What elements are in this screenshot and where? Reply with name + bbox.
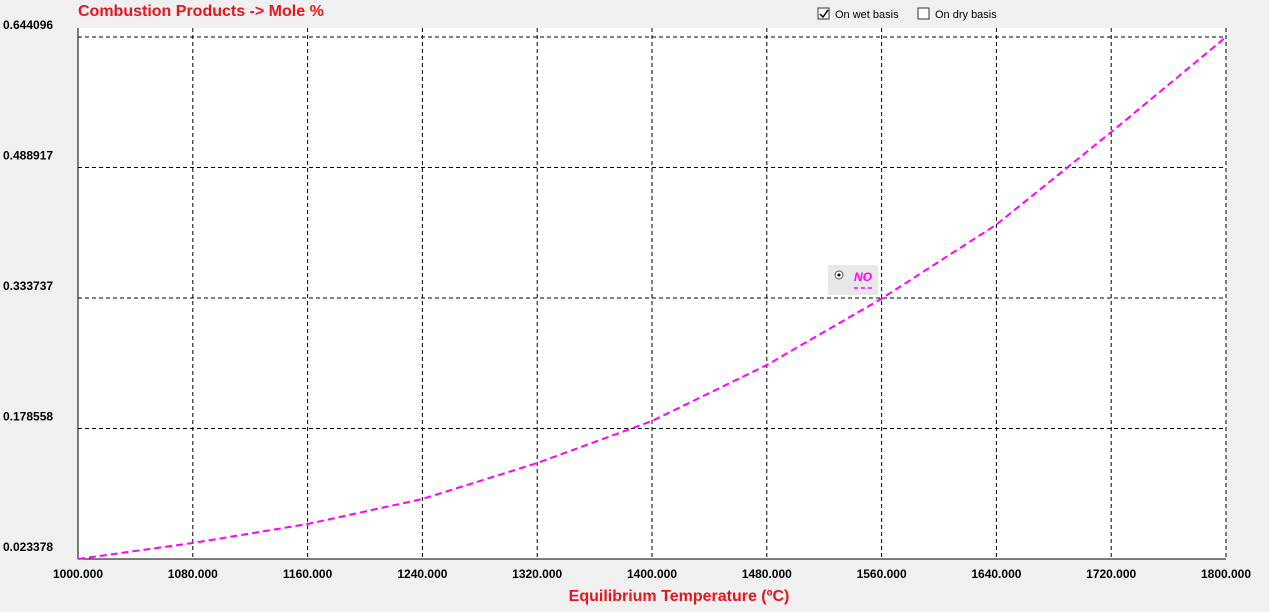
y-tick-label: 0.023378	[3, 540, 53, 554]
data-line	[77, 36, 1227, 560]
x-axis-label: Equilibrium Temperature (ºC)	[569, 588, 790, 605]
legend-radio-dot	[837, 273, 841, 277]
checkbox-label[interactable]: On dry basis	[935, 9, 997, 21]
x-tick-label: 1640.000	[971, 567, 1021, 581]
x-tick-label: 1560.000	[857, 567, 907, 581]
x-tick-label: 1160.000	[283, 567, 333, 581]
x-tick-label: 1480.000	[742, 567, 792, 581]
x-tick-label: 1000.000	[53, 567, 103, 581]
x-tick-label: 1320.000	[512, 567, 562, 581]
checkbox[interactable]	[817, 7, 830, 20]
y-tick-label: 0.333737	[3, 279, 53, 293]
chart-title: Combustion Products -> Mole %	[78, 3, 324, 20]
y-tick-label: 0.488917	[3, 149, 53, 163]
y-tick-label: 0.178558	[3, 410, 53, 424]
legend-label[interactable]: NO	[854, 270, 873, 284]
checkbox-label[interactable]: On wet basis	[835, 9, 899, 21]
checkmark	[819, 9, 829, 19]
checkbox[interactable]	[917, 7, 930, 20]
x-tick-label: 1240.000	[397, 567, 447, 581]
x-tick-label: 1720.000	[1086, 567, 1136, 581]
y-tick-label: 0.644096	[3, 18, 53, 32]
legend-box	[828, 265, 878, 295]
x-tick-label: 1080.000	[168, 567, 218, 581]
x-tick-label: 1400.000	[627, 567, 677, 581]
x-tick-label: 1800.000	[1201, 567, 1251, 581]
